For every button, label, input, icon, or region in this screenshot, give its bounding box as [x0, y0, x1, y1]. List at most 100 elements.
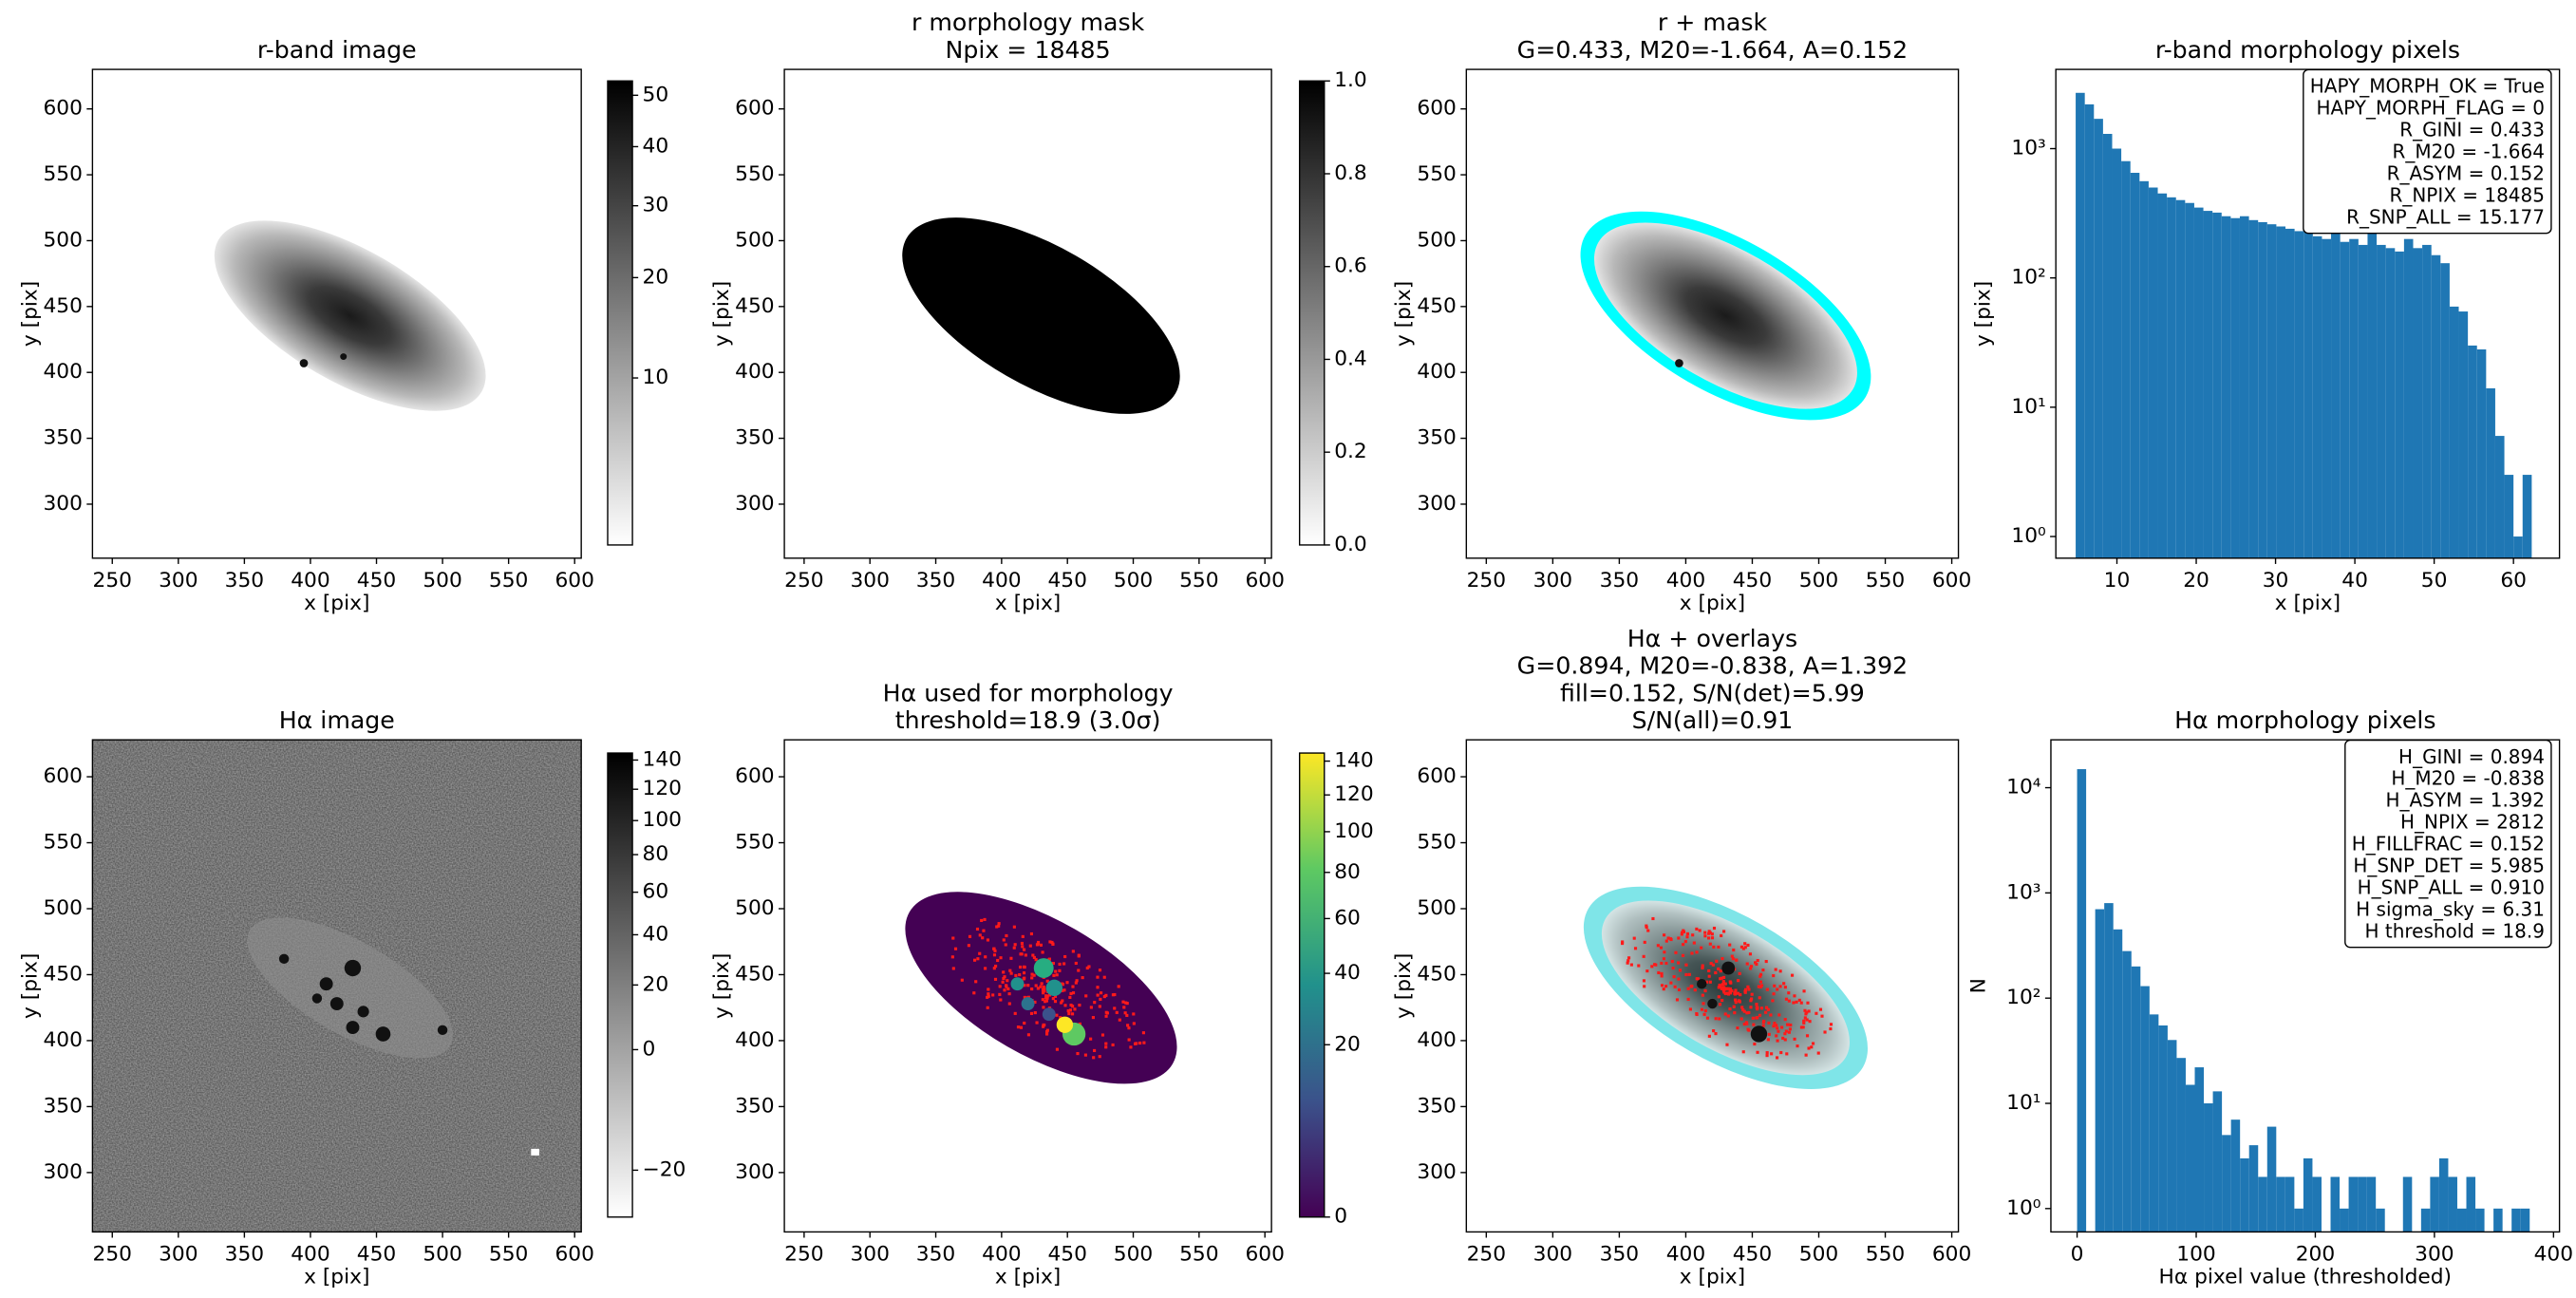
bar [2204, 1103, 2213, 1232]
x-tick-label: 550 [489, 569, 528, 593]
chart-title: threshold=18.9 (3.0σ) [895, 706, 1161, 734]
y-axis-label: y [pix] [710, 953, 734, 1019]
plot-area [902, 217, 1180, 414]
bar [2303, 224, 2313, 558]
x-tick-label: 500 [1114, 569, 1153, 593]
plot-area [2077, 769, 2530, 1232]
y-tick-label: 500 [43, 228, 82, 252]
colorbar-tick-label: −20 [643, 1157, 686, 1181]
x-tick-label: 250 [93, 569, 132, 593]
bar [2413, 248, 2423, 558]
y-tick-label: 400 [43, 1028, 82, 1052]
y-tick-label: 300 [43, 492, 82, 516]
annotation-line: R_M20 = -1.664 [2393, 141, 2545, 163]
annotation-line: R_ASYM = 0.152 [2387, 162, 2545, 185]
bar [2121, 160, 2131, 558]
y-tick-label: 10⁴ [2006, 776, 2041, 799]
y-tick-label: 450 [1417, 962, 1456, 986]
y-tick-label: 450 [735, 962, 774, 986]
bar [2167, 197, 2176, 558]
colorbar-tick-label: 0.0 [1334, 533, 1367, 556]
x-tick-label: 30 [2263, 569, 2289, 593]
bar [2294, 231, 2304, 558]
colorbar [607, 80, 633, 546]
annotation-line: H_FILLFRAC = 0.152 [2352, 833, 2545, 856]
colorbar-tick-label: 20 [643, 265, 669, 289]
bar [2140, 986, 2150, 1232]
chart-title: r-band image [257, 36, 417, 64]
x-tick-label: 350 [916, 1243, 955, 1267]
y-axis-label: y [pix] [1392, 281, 1416, 347]
colorbar-tick-label: 120 [643, 777, 682, 800]
bar [2193, 207, 2204, 558]
bar [2513, 536, 2523, 558]
colorbar-tick-label: 20 [643, 972, 669, 996]
x-tick-label: 300 [159, 569, 197, 593]
colorbar-tick-label: 0.6 [1334, 254, 1367, 278]
bar [2185, 202, 2194, 558]
x-tick-label: 600 [555, 1243, 593, 1267]
colorbar [607, 752, 633, 1218]
annotation-line: HAPY_MORPH_OK = True [2310, 75, 2545, 98]
plot-area [2076, 92, 2532, 558]
y-tick-label: 600 [43, 764, 82, 788]
axes-frame [91, 68, 582, 559]
bar [2358, 1176, 2367, 1232]
colorbar-tick-label: 60 [643, 880, 669, 904]
chart-title: S/N(all)=0.91 [1632, 706, 1794, 734]
annotation-line: R_NPIX = 18485 [2389, 183, 2545, 206]
x-tick-label: 600 [1245, 1243, 1284, 1267]
bar [2395, 251, 2404, 558]
y-tick-label: 300 [735, 1160, 774, 1184]
bar [2221, 216, 2231, 558]
bar [2239, 216, 2249, 558]
bar [2468, 345, 2477, 558]
x-tick-label: 40 [2341, 569, 2368, 593]
y-tick-label: 550 [43, 831, 82, 855]
chart-title: Hα morphology pixels [2174, 706, 2435, 734]
y-tick-label: 600 [735, 97, 774, 121]
plot-area [905, 892, 1177, 1084]
colorbar-tick-label: 20 [1334, 1032, 1361, 1056]
chart-title: Npix = 18485 [946, 36, 1111, 64]
x-axis-label: x [pix] [1680, 592, 1745, 615]
x-tick-label: 450 [1733, 1243, 1772, 1267]
plot-area [214, 220, 486, 411]
annotation-line: H_ASYM = 1.392 [2385, 789, 2545, 812]
y-tick-label: 600 [735, 764, 774, 788]
x-tick-label: 500 [423, 1243, 461, 1267]
x-tick-label: 600 [1932, 1243, 1971, 1267]
bar [2493, 1208, 2503, 1232]
bar [2458, 311, 2469, 558]
y-tick-label: 10¹ [2006, 1091, 2040, 1115]
x-tick-label: 350 [225, 1243, 264, 1267]
chart-title: G=0.433, M20=-1.664, A=0.152 [1517, 36, 1908, 64]
x-tick-label: 300 [1533, 569, 1572, 593]
bar [2511, 1208, 2521, 1232]
bar [2367, 226, 2378, 558]
colorbar [1298, 80, 1326, 546]
y-tick-label: 500 [1417, 896, 1456, 920]
x-axis-label: x [pix] [304, 592, 369, 615]
bar [2203, 211, 2213, 558]
x-axis-label: x [pix] [304, 1265, 369, 1289]
y-axis-label: y [pix] [18, 953, 42, 1019]
chart-title: fill=0.152, S/N(det)=5.99 [1560, 679, 1865, 706]
bar [2212, 212, 2222, 558]
x-tick-label: 600 [555, 569, 593, 593]
colorbar-tick-label: 0.4 [1334, 347, 1367, 370]
colorbar-tick-label: 50 [643, 83, 669, 106]
bar [2312, 235, 2322, 558]
bar [2248, 219, 2259, 558]
chart-title: Hα + overlays [1627, 625, 1797, 652]
colorbar-tick-label: 140 [643, 747, 682, 771]
annotation-line: H_NPIX = 2812 [2400, 811, 2545, 834]
bar [2276, 1176, 2285, 1232]
x-axis-label: x [pix] [1680, 1265, 1745, 1289]
axes-frame [1465, 739, 1960, 1233]
chart-title: G=0.894, M20=-0.838, A=1.392 [1517, 652, 1908, 680]
annotation-line: H_SNP_DET = 5.985 [2353, 855, 2545, 877]
bar [2403, 238, 2414, 558]
